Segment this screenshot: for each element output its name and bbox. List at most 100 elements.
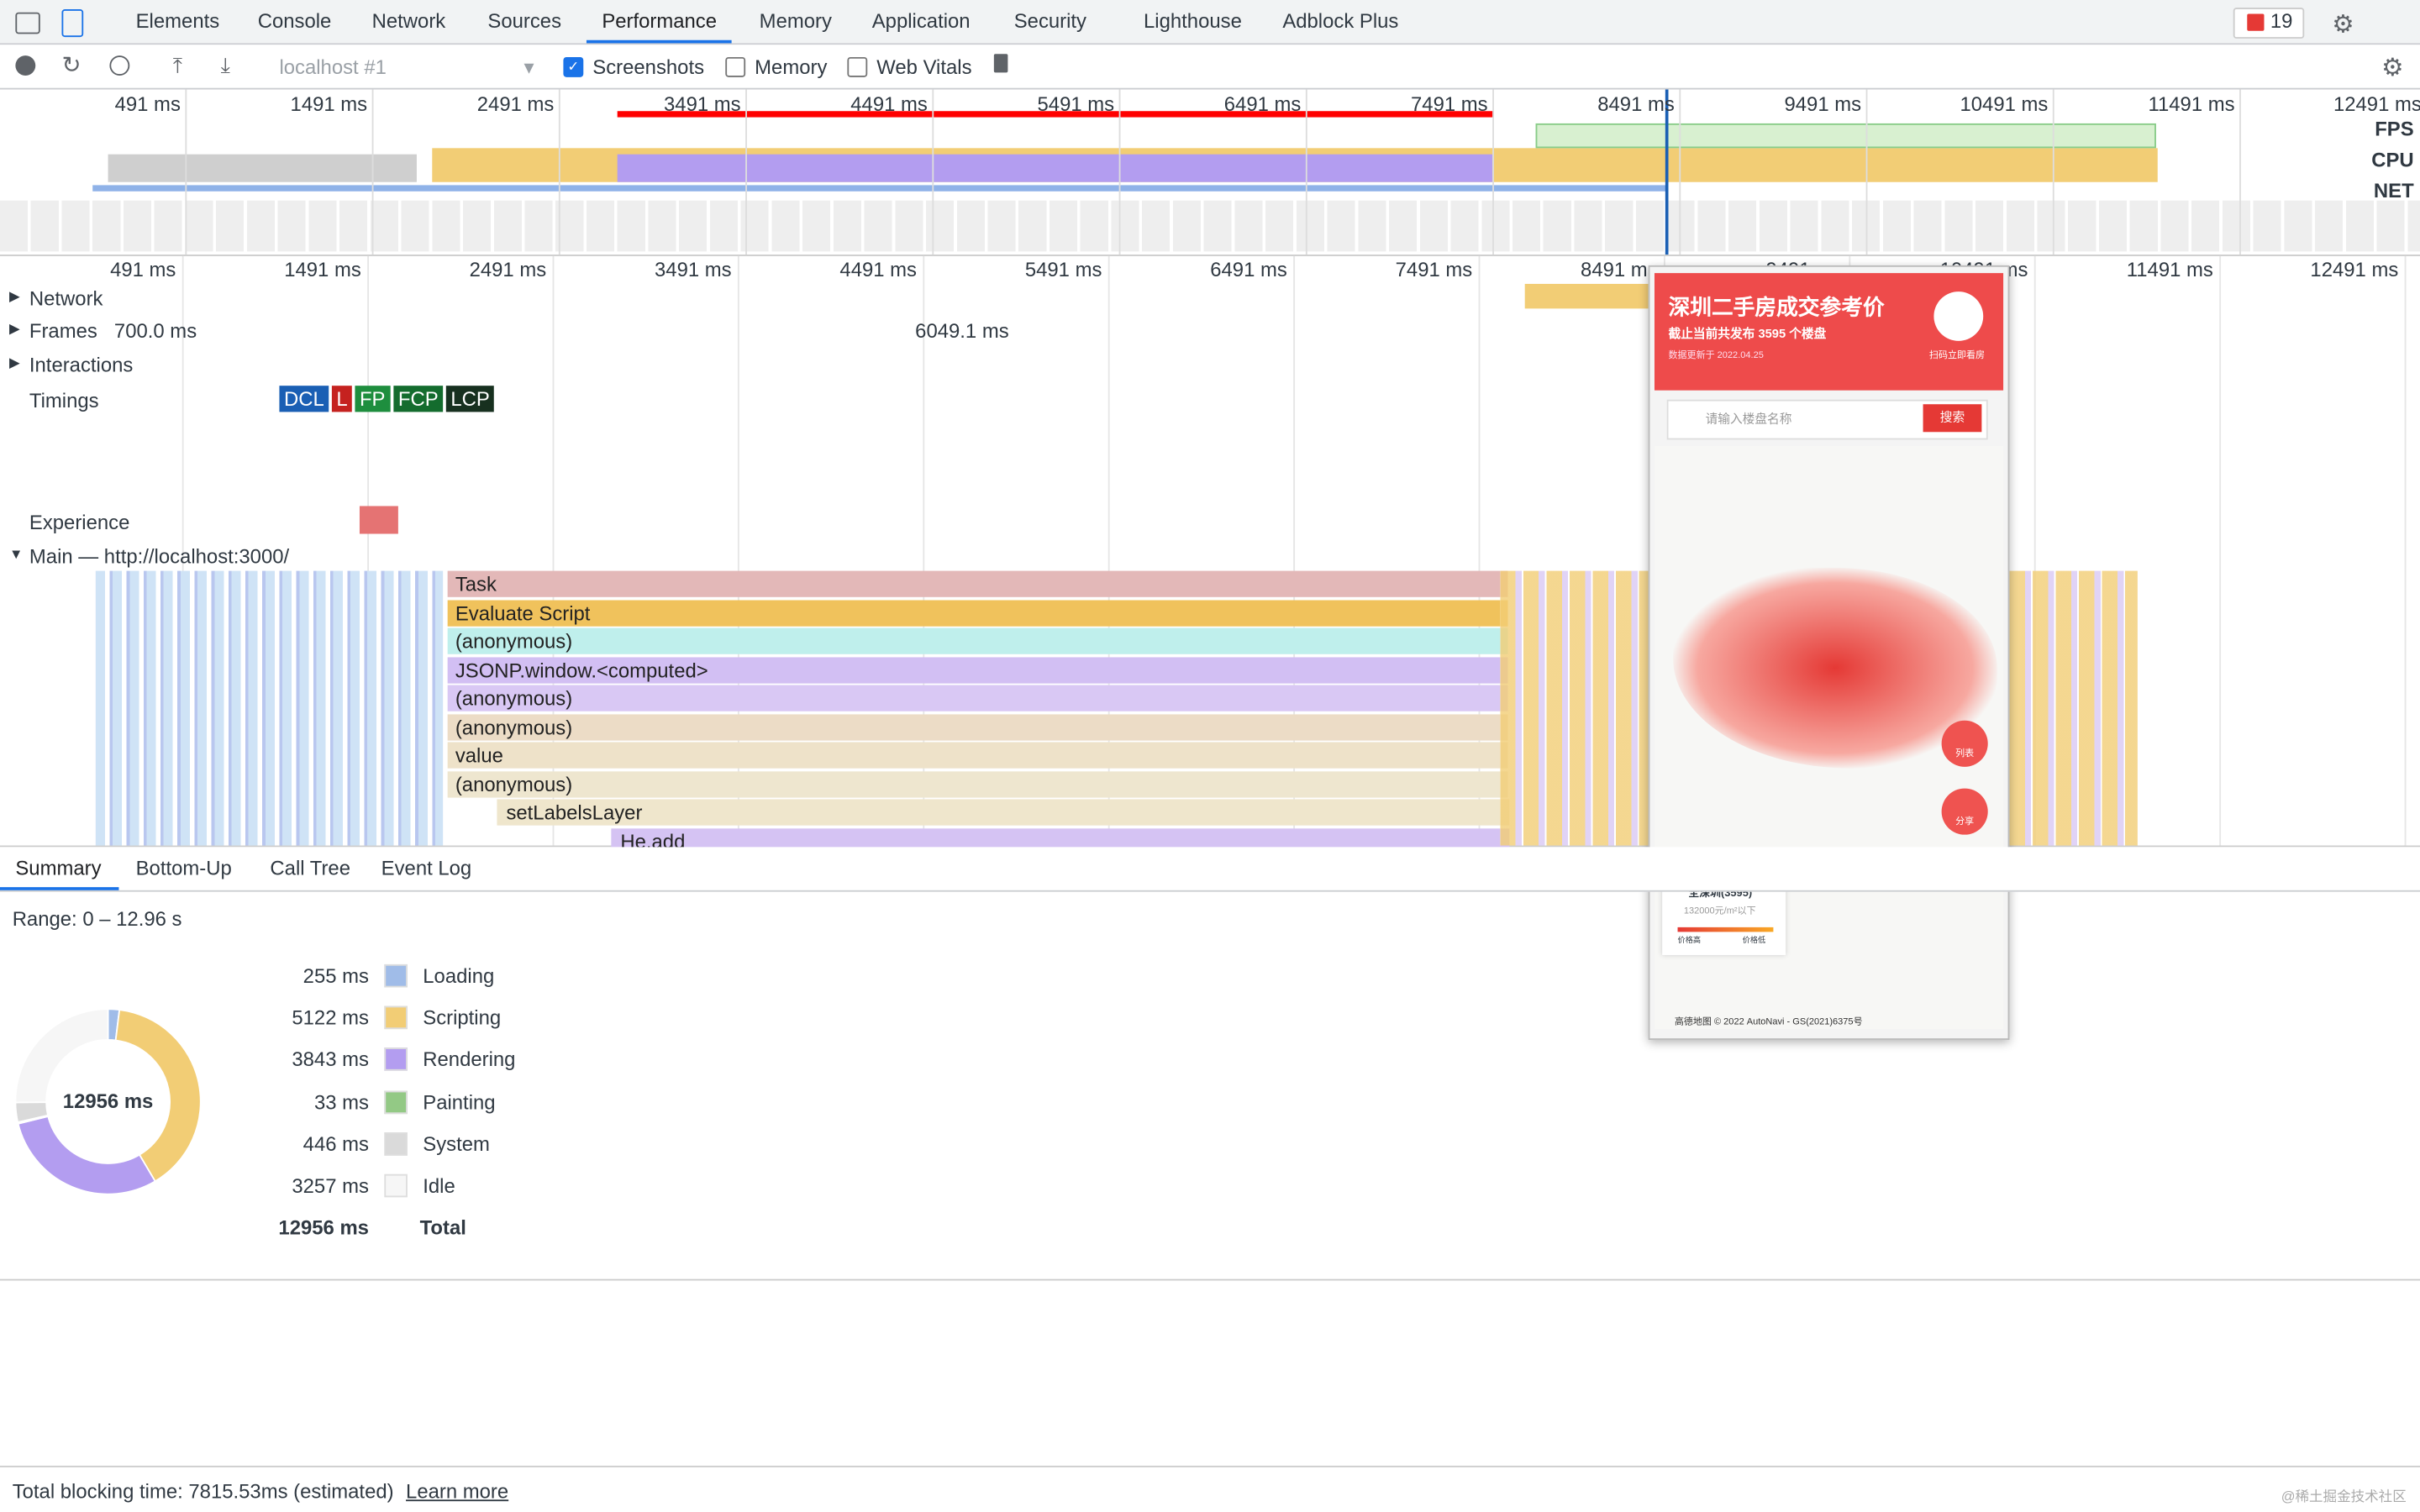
divider bbox=[0, 1278, 2420, 1281]
overview-label: FPS bbox=[2375, 117, 2414, 141]
overview-label: NET bbox=[2373, 179, 2414, 202]
clear-button[interactable] bbox=[109, 55, 130, 76]
overview-tick-label: 491 ms bbox=[114, 92, 181, 116]
flame-entry[interactable]: (anonymous) bbox=[447, 770, 1508, 797]
tab[interactable]: Performance bbox=[602, 9, 718, 33]
track-label[interactable]: Frames bbox=[29, 319, 97, 343]
track-label[interactable]: Main — http://localhost:3000/ bbox=[29, 544, 290, 568]
error-badge[interactable]: 19 bbox=[2233, 8, 2305, 39]
tab[interactable]: Elements bbox=[135, 9, 220, 33]
tab[interactable]: Memory bbox=[759, 9, 832, 33]
high: 价格高 bbox=[1677, 936, 1702, 946]
summary-total-name: Total bbox=[419, 1215, 466, 1240]
cpu-other bbox=[108, 154, 417, 182]
summary-time: 33 ms bbox=[313, 1089, 369, 1114]
summary-category: Painting bbox=[423, 1089, 496, 1114]
overview: FPS CPU NET 491 ms 1491 ms 2491 ms 3491 ms 4491… bbox=[0, 89, 2420, 256]
expand-arrow[interactable]: ▼ bbox=[9, 546, 24, 562]
capture-settings[interactable]: ⚙ bbox=[2381, 55, 2404, 82]
checkbox[interactable]: ✓ bbox=[563, 56, 584, 77]
tab[interactable]: Application bbox=[871, 9, 971, 33]
expand-arrow[interactable]: ▶ bbox=[9, 321, 20, 337]
range: Range: 0 – 12.96 s bbox=[12, 907, 182, 931]
timing-marker: LCP bbox=[445, 386, 495, 412]
list-button[interactable]: 列表 bbox=[1941, 720, 1988, 767]
grid-line bbox=[552, 255, 555, 846]
track-label[interactable]: Timings bbox=[29, 388, 99, 412]
track-label[interactable]: Interactions bbox=[29, 353, 134, 377]
checkbox-label: Web Vitals bbox=[876, 55, 972, 79]
tab[interactable]: Security bbox=[1013, 9, 1087, 33]
target-select[interactable]: localhost #1 ▾ bbox=[279, 55, 534, 79]
overview-tick-label: 2491 ms bbox=[476, 92, 555, 116]
tab[interactable]: Adblock Plus bbox=[1282, 9, 1399, 33]
checkbox[interactable] bbox=[725, 56, 746, 77]
track-label[interactable]: Network bbox=[29, 286, 103, 311]
overview-tick-label: 6491 ms bbox=[1223, 92, 1302, 116]
summary-category: Loading bbox=[423, 963, 495, 988]
expand-arrow[interactable]: ▶ bbox=[9, 354, 20, 370]
overview-tick-label: 10491 ms bbox=[1960, 92, 2049, 116]
flame-entry[interactable]: Task bbox=[447, 570, 1508, 597]
flame-entry[interactable]: Evaluate Script bbox=[447, 599, 1508, 626]
summary-time: 3843 ms bbox=[292, 1047, 369, 1072]
summary-time: 446 ms bbox=[302, 1131, 369, 1156]
search-placeholder: 请输入楼盘名称 bbox=[1705, 412, 1792, 426]
download-button[interactable]: ⤓ bbox=[220, 52, 231, 77]
flame-entry[interactable]: setLabelsLayer bbox=[497, 799, 1510, 826]
grid-line bbox=[182, 255, 184, 846]
grid-line bbox=[1107, 255, 1110, 846]
timing-marker: L bbox=[331, 386, 353, 412]
search-button[interactable]: 搜索 bbox=[1923, 404, 1982, 433]
overview-label: CPU bbox=[2371, 148, 2414, 171]
bottom-tab[interactable]: Call Tree bbox=[270, 856, 350, 879]
tab[interactable]: Lighthouse bbox=[1144, 9, 1242, 33]
grid-line bbox=[923, 255, 925, 846]
flame-entry[interactable]: JSONP.window.<computed> bbox=[447, 656, 1508, 683]
overview-tick-label: 9491 ms bbox=[1784, 92, 1862, 116]
flame-entry[interactable]: value bbox=[447, 742, 1508, 769]
frame-time: 700.0 ms bbox=[113, 319, 197, 343]
trash-button[interactable] bbox=[993, 54, 1008, 73]
device-icon[interactable] bbox=[61, 9, 84, 38]
error-count: 19 bbox=[2270, 9, 2293, 33]
summary-swatch bbox=[384, 1173, 408, 1198]
learn-more[interactable]: Learn more bbox=[406, 1479, 509, 1503]
tab[interactable]: Console bbox=[257, 9, 332, 33]
bottom-tab[interactable]: Event Log bbox=[381, 856, 472, 879]
share-button[interactable]: 分享 bbox=[1941, 788, 1988, 835]
bottom-tabs: Summary Bottom-Up Call Tree Event Log bbox=[0, 847, 2420, 892]
summary-category: Idle bbox=[423, 1173, 455, 1198]
flame-entry[interactable]: (anonymous) bbox=[447, 685, 1508, 711]
settings-icon[interactable]: ⚙ bbox=[2332, 12, 2354, 39]
record-button[interactable] bbox=[15, 55, 36, 76]
summary-time: 3257 ms bbox=[292, 1173, 369, 1198]
checkbox[interactable] bbox=[847, 56, 868, 77]
overview-grid-line bbox=[558, 89, 560, 255]
tick-label: 8491 ms bbox=[1581, 257, 1658, 281]
tick-label: 5491 ms bbox=[1024, 257, 1102, 281]
flame-entry[interactable]: (anonymous) bbox=[447, 713, 1508, 740]
expand-arrow[interactable]: ▶ bbox=[9, 288, 20, 304]
grid-line bbox=[1478, 255, 1481, 846]
bottom-tab[interactable]: Summary bbox=[15, 856, 102, 879]
screenshots-strip bbox=[0, 200, 2420, 252]
tick-label: 3491 ms bbox=[655, 257, 732, 281]
active-tab-underline bbox=[0, 887, 119, 890]
reload-button[interactable]: ↻ bbox=[61, 52, 82, 79]
watermark: @稀土掘金技术社区 bbox=[2281, 1488, 2407, 1504]
blocking-time: Total blocking time: 7815.53ms (estimate… bbox=[12, 1479, 394, 1503]
grid-line bbox=[2219, 255, 2222, 846]
tab[interactable]: Sources bbox=[487, 9, 562, 33]
tab[interactable]: Network bbox=[371, 9, 446, 33]
upload-button[interactable]: ⤒ bbox=[172, 52, 183, 77]
flame-entry[interactable]: (anonymous) bbox=[447, 627, 1508, 654]
fps-bar bbox=[1535, 123, 2156, 149]
timing-marker: DCL bbox=[279, 386, 329, 412]
credit: 高德地图 © 2022 AutoNavi - GS(2021)6375号 bbox=[1674, 1018, 1863, 1028]
bottom-tab[interactable]: Bottom-Up bbox=[135, 856, 232, 879]
inspect-icon[interactable] bbox=[15, 12, 40, 34]
grid-line bbox=[2033, 255, 2036, 846]
track-label[interactable]: Experience bbox=[29, 510, 130, 534]
